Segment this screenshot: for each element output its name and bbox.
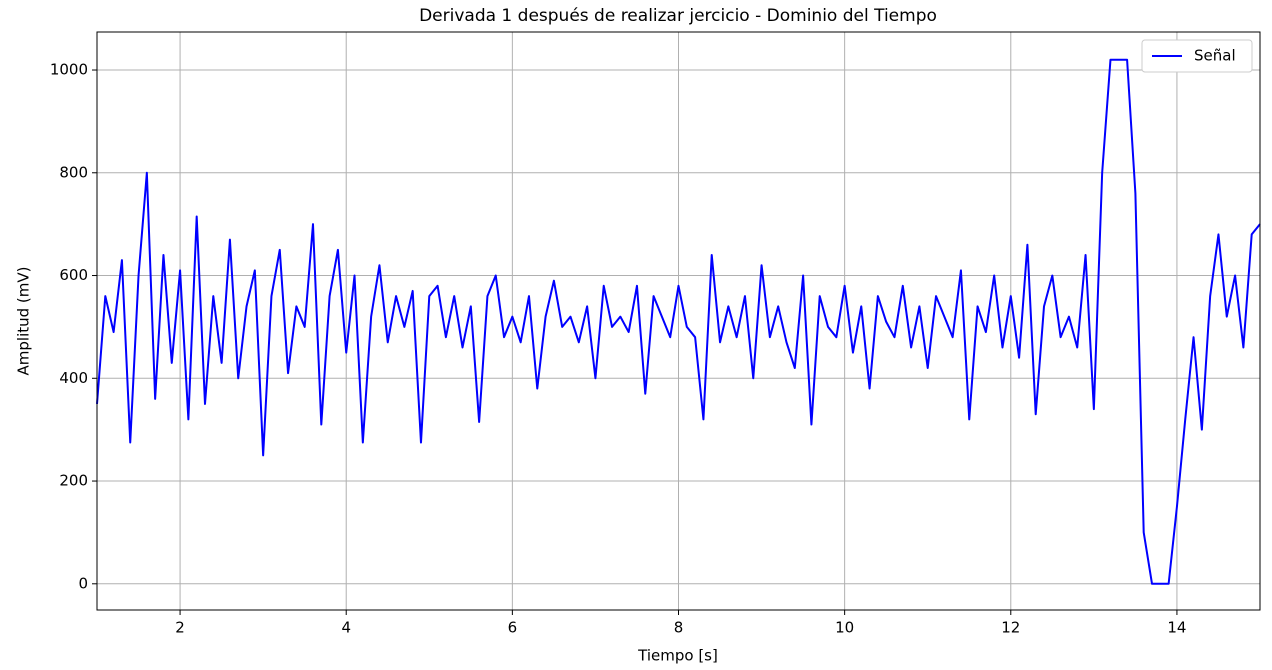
x-tick-label: 8 (674, 619, 684, 637)
x-tick-label: 10 (835, 619, 854, 637)
plot-frame (96, 31, 1261, 611)
y-tick-label: 600 (59, 266, 88, 284)
data-line (96, 58, 1261, 585)
y-tick-label: 1000 (50, 61, 88, 79)
y-tick-label: 800 (59, 163, 88, 181)
y-tick-label: 400 (59, 369, 88, 387)
y-tick-label: 0 (78, 574, 88, 592)
legend-box (1141, 39, 1253, 73)
x-tick-label: 2 (175, 619, 185, 637)
x-tick-label: 14 (1167, 619, 1186, 637)
x-axis-label: Tiempo [s] (637, 647, 718, 665)
legend-label: Señal (1194, 47, 1236, 65)
x-tick-label: 12 (1001, 619, 1020, 637)
x-tick-label: 4 (341, 619, 351, 637)
y-tick-label: 200 (59, 472, 88, 490)
x-tick-label: 6 (508, 619, 518, 637)
y-axis-label: Amplitud (mV) (15, 267, 33, 376)
chart-title: Derivada 1 después de realizar jercicio … (419, 6, 937, 26)
